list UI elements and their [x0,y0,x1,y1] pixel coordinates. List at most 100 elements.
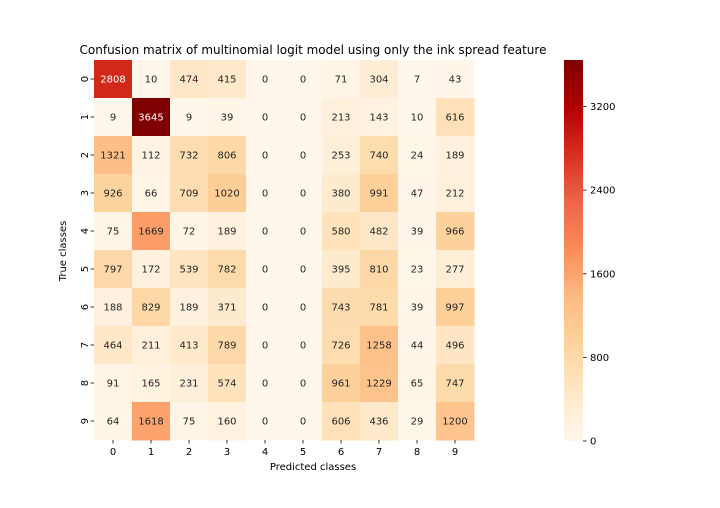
heatmap-cell-r3-c2 [170,174,209,213]
heatmap-cell-r8-c9 [436,364,475,403]
cell-value-label: 277 [445,265,464,276]
y-tick-label: 3 [80,190,91,196]
cell-value-label: 71 [335,75,348,86]
heatmap-cell-r1-c2 [170,98,209,137]
y-tick-label: 4 [80,228,91,234]
heatmap-cell-r1-c8 [398,98,437,137]
y-tick-label: 6 [80,304,91,310]
heatmap-cell-r0-c8 [398,60,437,99]
x-tick-label: 4 [262,447,268,458]
heatmap-cell-r1-c7 [360,98,399,137]
heatmap-cell-r3-c6 [322,174,361,213]
cell-value-label: 0 [300,303,306,314]
cell-value-label: 0 [262,379,268,390]
heatmap-cell-r9-c9 [436,402,475,441]
cell-value-label: 781 [369,303,388,314]
heatmap-cell-r1-c9 [436,98,475,137]
heatmap-cell-r4-c0 [94,212,133,251]
cell-value-label: 9 [110,113,116,124]
cell-value-label: 0 [300,379,306,390]
heatmap-cell-r0-c6 [322,60,361,99]
cell-value-label: 413 [179,341,198,352]
cell-value-label: 0 [300,227,306,238]
heatmap-cell-r4-c4 [246,212,285,251]
cell-value-label: 1669 [138,227,163,238]
heatmap-cell-r2-c1 [132,136,171,175]
cell-value-label: 380 [331,189,350,200]
heatmap-cell-r9-c3 [208,402,247,441]
cell-value-label: 0 [300,113,306,124]
cell-value-label: 991 [369,189,388,200]
cell-value-label: 1321 [100,151,125,162]
colorbar [564,60,583,441]
cell-value-label: 211 [141,341,160,352]
heatmap-cell-r6-c4 [246,288,285,327]
cell-value-label: 0 [300,151,306,162]
cell-value-label: 574 [217,379,236,390]
heatmap-cell-r2-c4 [246,136,285,175]
cell-value-label: 829 [141,303,160,314]
heatmap-cell-r3-c5 [284,174,323,213]
x-tick-label: 2 [186,447,192,458]
cell-value-label: 961 [331,379,350,390]
cell-value-label: 231 [179,379,198,390]
heatmap-cell-r5-c0 [94,250,133,289]
cell-value-label: 0 [262,75,268,86]
heatmap-cell-r7-c3 [208,326,247,365]
x-tick-label: 3 [224,447,230,458]
heatmap-cell-r5-c5 [284,250,323,289]
heatmap-cell-r3-c9 [436,174,475,213]
cell-value-label: 1020 [214,189,239,200]
heatmap-cell-r8-c2 [170,364,209,403]
cell-value-label: 732 [179,151,198,162]
cell-value-label: 29 [411,417,424,428]
heatmap-cell-r1-c5 [284,98,323,137]
heatmap-cell-r9-c6 [322,402,361,441]
x-tick-label: 7 [376,447,382,458]
heatmap-cell-r3-c8 [398,174,437,213]
heatmap-cell-r6-c1 [132,288,171,327]
cell-value-label: 7 [414,75,420,86]
cell-value-label: 464 [103,341,122,352]
chart-title: Confusion matrix of multinomial logit mo… [80,43,547,57]
cell-value-label: 0 [262,189,268,200]
cell-value-label: 65 [411,379,424,390]
cell-value-label: 39 [411,303,424,314]
cell-value-label: 436 [369,417,388,428]
colorbar-tick-label: 800 [590,353,609,364]
heatmap-cell-r7-c5 [284,326,323,365]
cell-value-label: 926 [103,189,122,200]
cell-value-label: 75 [107,227,120,238]
heatmap-cell-r8-c5 [284,364,323,403]
heatmap-cell-r6-c3 [208,288,247,327]
x-axis-ticks: 0 1 2 3 4 5 6 7 8 9 [110,440,458,458]
heatmap-cell-r1-c3 [208,98,247,137]
heatmap-cell-r4-c9 [436,212,475,251]
heatmap-cell-r5-c8 [398,250,437,289]
heatmap-cell-r4-c2 [170,212,209,251]
heatmap-cell-r3-c3 [208,174,247,213]
heatmap-cell-r5-c1 [132,250,171,289]
cell-value-label: 91 [107,379,120,390]
cell-value-label: 0 [300,417,306,428]
cell-value-label: 160 [217,417,236,428]
x-axis-label: Predicted classes [270,462,356,473]
x-tick-label: 6 [338,447,344,458]
heatmap-cell-r0-c0 [94,60,133,99]
heatmap-cell-r7-c4 [246,326,285,365]
cell-value-label: 0 [300,265,306,276]
cell-value-label: 39 [411,227,424,238]
cell-value-label: 1258 [366,341,391,352]
cell-value-label: 47 [411,189,424,200]
heatmap-cell-r3-c0 [94,174,133,213]
heatmap-cell-r9-c4 [246,402,285,441]
heatmap-cell-r2-c7 [360,136,399,175]
cell-value-label: 474 [179,75,198,86]
heatmap-cell-r8-c1 [132,364,171,403]
heatmap-cell-r7-c6 [322,326,361,365]
heatmap-cell-r7-c0 [94,326,133,365]
heatmap-cell-r4-c8 [398,212,437,251]
cell-value-label: 10 [145,75,158,86]
heatmap-cell-r2-c8 [398,136,437,175]
